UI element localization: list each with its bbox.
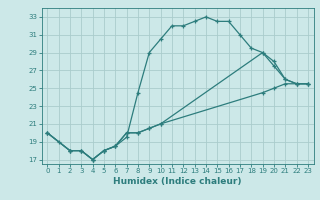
X-axis label: Humidex (Indice chaleur): Humidex (Indice chaleur)	[113, 177, 242, 186]
